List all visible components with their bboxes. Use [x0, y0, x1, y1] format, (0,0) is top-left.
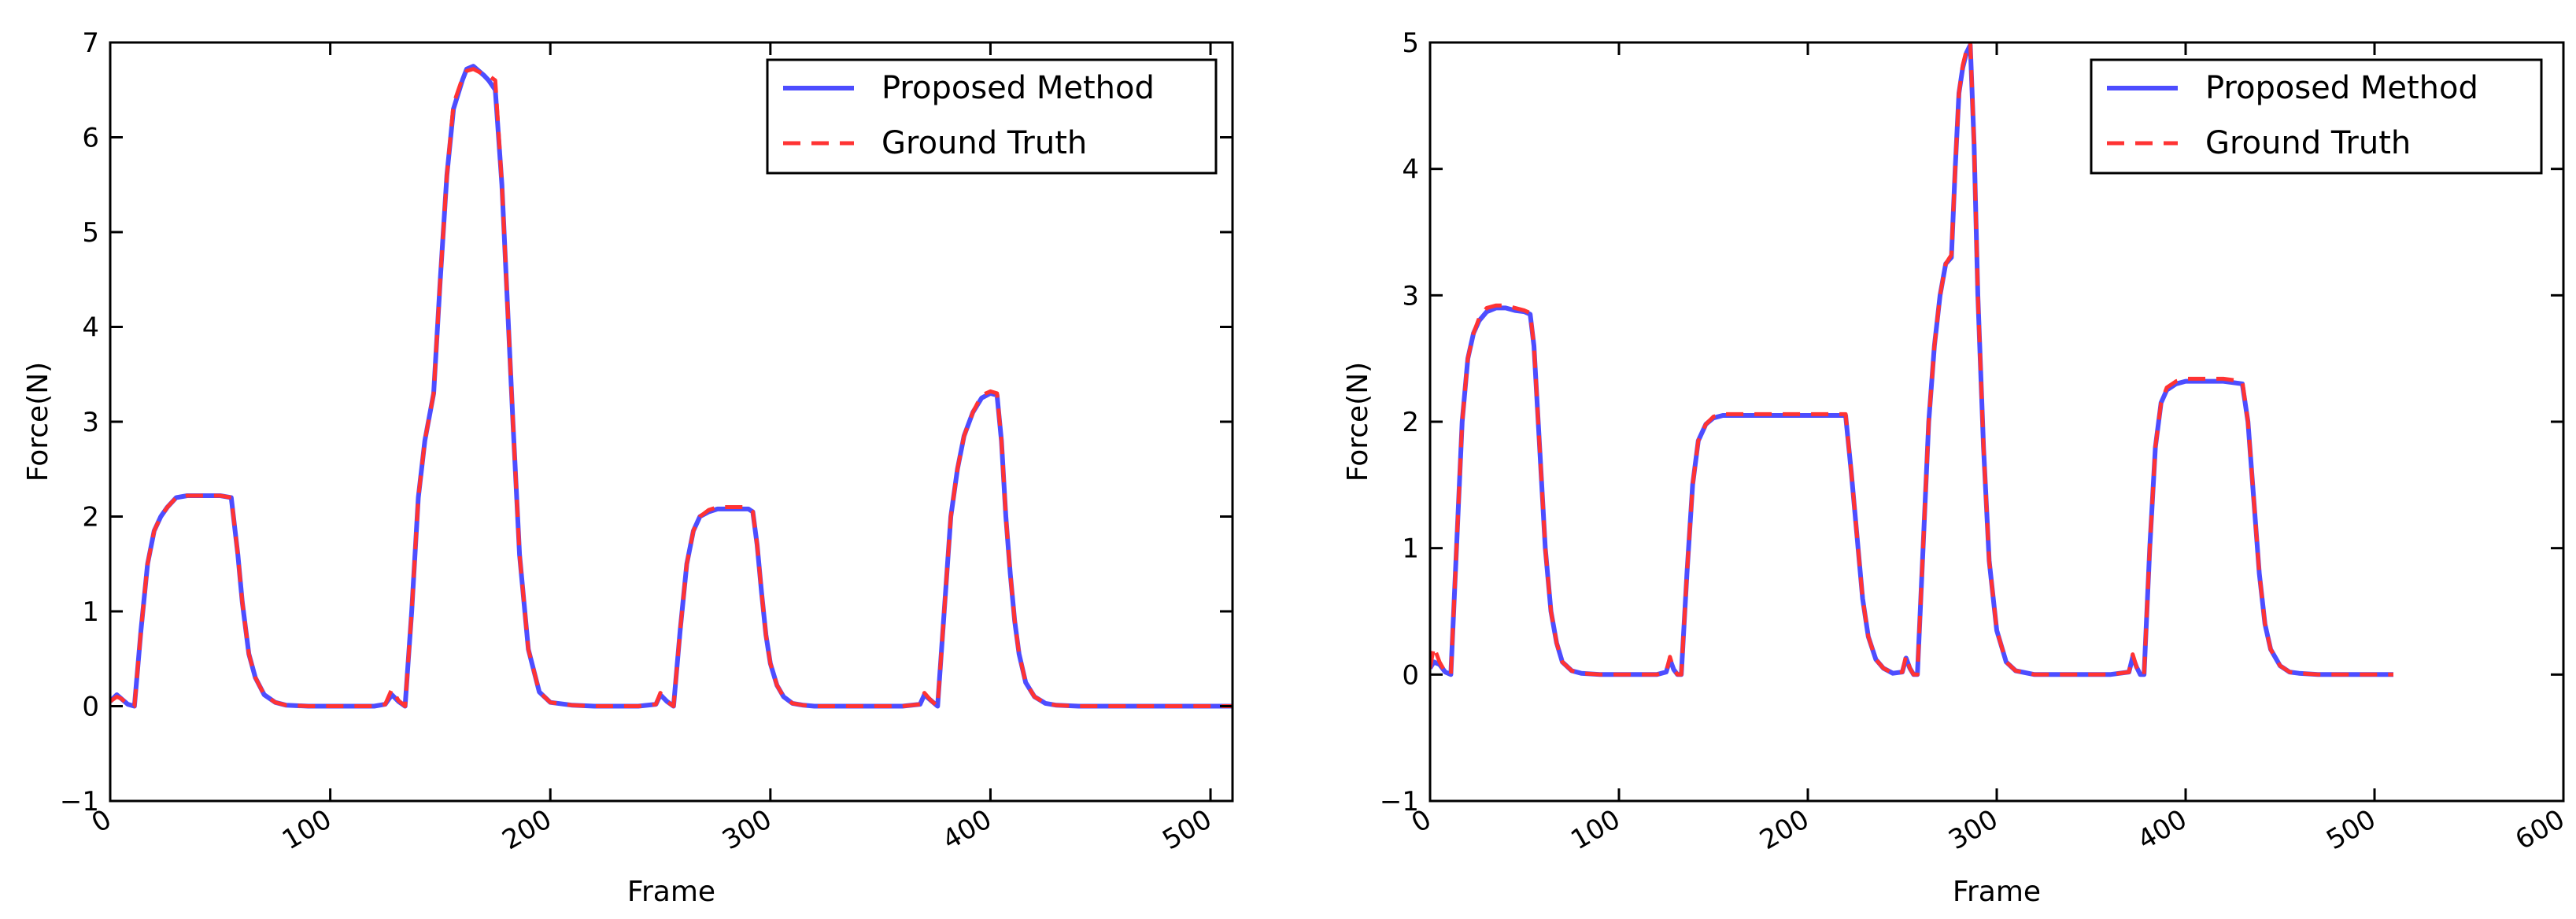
y-tick-label: 0 — [82, 692, 99, 723]
series-line-ground-truth — [110, 67, 1233, 708]
y-tick-label: 4 — [1402, 154, 1419, 186]
x-tick-label: 300 — [1943, 803, 2003, 856]
y-tick-label: 4 — [82, 312, 99, 344]
legend: Proposed Method Ground Truth — [766, 58, 1218, 175]
x-tick-label: 300 — [717, 803, 777, 856]
legend-label-proposed-method: Proposed Method — [2205, 70, 2478, 106]
y-tick-label: −1 — [1380, 786, 1419, 818]
y-tick-label: 6 — [82, 123, 99, 154]
y-tick-label: 2 — [82, 502, 99, 533]
legend-label-proposed-method: Proposed Method — [881, 70, 1155, 106]
y-tick-label: 3 — [1402, 280, 1419, 312]
x-tick-label: 600 — [2510, 803, 2570, 856]
series-line-ground-truth — [1430, 42, 2393, 677]
y-tick-label: 1 — [82, 596, 99, 628]
y-tick-label: 3 — [82, 407, 99, 438]
y-axis-label: Force(N) — [22, 362, 54, 482]
x-tick-label: 100 — [1565, 803, 1625, 856]
x-tick-label: 200 — [497, 803, 557, 856]
legend-label-ground-truth: Ground Truth — [881, 125, 1087, 161]
y-tick-label: 0 — [1402, 659, 1419, 691]
y-axis-label: Force(N) — [1342, 362, 1374, 482]
legend-label-ground-truth: Ground Truth — [2205, 125, 2411, 161]
y-tick-label: 7 — [82, 28, 99, 59]
y-tick-label: 5 — [82, 217, 99, 249]
x-tick-label: 0 — [87, 803, 117, 839]
x-tick-label: 500 — [2321, 803, 2381, 856]
x-tick-label: 400 — [2132, 803, 2192, 856]
y-tick-label: −1 — [60, 786, 99, 818]
x-tick-label: 400 — [937, 803, 997, 856]
legend-box — [2090, 58, 2543, 175]
legend-box — [766, 58, 1218, 175]
y-tick-label: 1 — [1402, 533, 1419, 565]
x-tick-label: 500 — [1157, 803, 1217, 856]
legend: Proposed Method Ground Truth — [2090, 58, 2543, 175]
y-tick-label: 5 — [1402, 28, 1419, 59]
x-tick-label: 200 — [1754, 803, 1814, 856]
x-tick-label: 0 — [1406, 803, 1437, 839]
x-axis-label: Frame — [627, 876, 715, 908]
y-tick-label: 2 — [1402, 407, 1419, 438]
x-tick-label: 100 — [277, 803, 337, 856]
x-axis-label: Frame — [1953, 876, 2041, 908]
